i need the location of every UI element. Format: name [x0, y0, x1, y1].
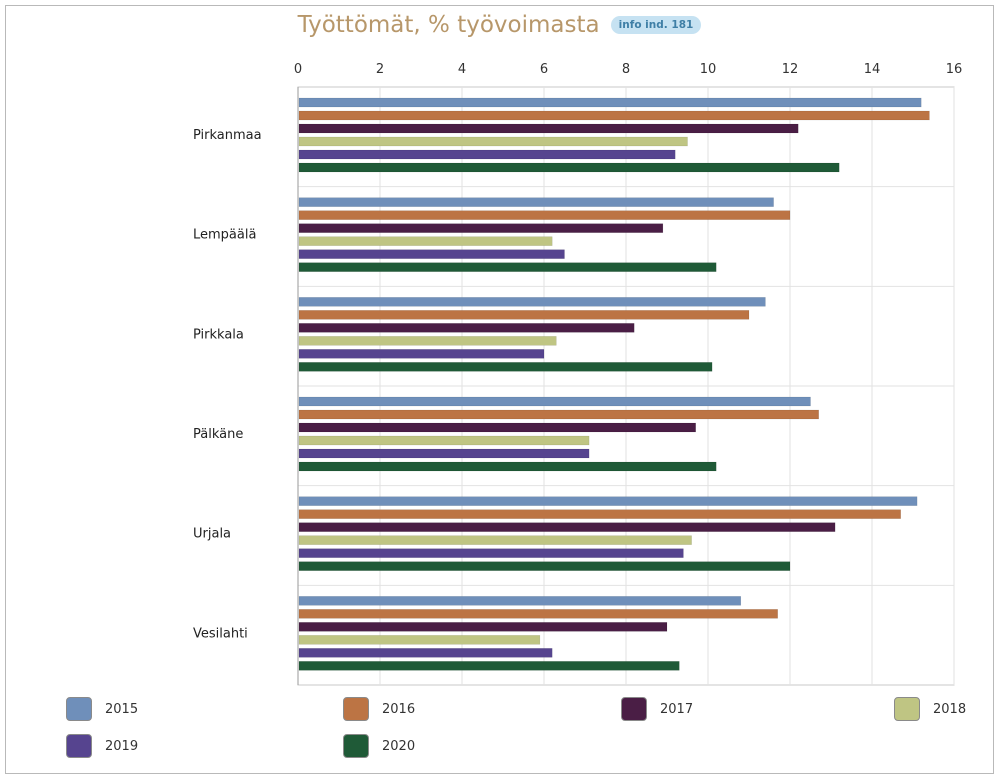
- bar: [298, 323, 635, 333]
- bar: [298, 336, 557, 346]
- category-label: Lempäälä: [193, 228, 256, 243]
- bar: [298, 262, 717, 272]
- info-badge[interactable]: info ind. 181: [610, 16, 702, 34]
- bar: [298, 448, 590, 459]
- category-label: Pirkkala: [193, 327, 244, 342]
- bar: [298, 310, 750, 320]
- legend-label: 2018: [933, 701, 967, 717]
- legend-swatch: [343, 734, 369, 758]
- x-tick-label: 10: [700, 62, 717, 77]
- x-tick-label: 16: [946, 62, 963, 77]
- bar: [298, 661, 680, 671]
- bar: [298, 97, 922, 108]
- bar: [298, 422, 696, 433]
- bar: [298, 435, 590, 446]
- bar: [298, 548, 684, 558]
- bar: [298, 609, 778, 619]
- bar: [298, 123, 799, 134]
- bar: [298, 396, 811, 407]
- bar: [298, 648, 553, 658]
- bar: [298, 110, 930, 121]
- legend-label: 2015: [105, 701, 139, 717]
- legend-item[interactable]: 2019: [66, 734, 138, 758]
- legend-item[interactable]: 2017: [621, 697, 693, 721]
- bar: [298, 622, 668, 632]
- x-tick-label: 14: [864, 62, 881, 77]
- bar: [298, 349, 545, 359]
- bar: [298, 461, 717, 472]
- legend-swatch: [621, 697, 647, 721]
- legend-label: 2019: [105, 738, 139, 754]
- bar: [298, 635, 541, 645]
- bar: [298, 149, 676, 160]
- x-tick-label: 0: [294, 62, 302, 77]
- title-row: Työttömät, % työvoimasta info ind. 181: [0, 12, 999, 38]
- bar: [298, 136, 688, 147]
- bar: [298, 210, 791, 220]
- bar: [298, 496, 918, 506]
- category-label: Vesilahti: [193, 626, 248, 641]
- bar: [298, 223, 664, 233]
- bar: [298, 509, 901, 519]
- x-tick-label: 4: [458, 62, 466, 77]
- bar: [298, 249, 565, 259]
- bar: [298, 297, 766, 307]
- bar: [298, 561, 791, 571]
- legend-item[interactable]: 2016: [343, 697, 415, 721]
- category-label: Pälkäne: [193, 427, 243, 442]
- category-label: Pirkanmaa: [193, 128, 262, 143]
- chart-title: Työttömät, % työvoimasta: [297, 12, 600, 38]
- legend-swatch: [66, 734, 92, 758]
- bar: [298, 362, 713, 372]
- legend-label: 2017: [660, 701, 694, 717]
- legend-item[interactable]: 2018: [894, 697, 966, 721]
- x-tick-label: 2: [376, 62, 384, 77]
- bar: [298, 409, 819, 420]
- bar: [298, 162, 840, 173]
- bar: [298, 236, 553, 246]
- legend-item[interactable]: 2020: [343, 734, 415, 758]
- bar: [298, 197, 774, 207]
- bar: [298, 596, 742, 606]
- x-tick-label: 12: [782, 62, 799, 77]
- bar: [298, 535, 692, 545]
- legend-swatch: [66, 697, 92, 721]
- legend-label: 2020: [382, 738, 416, 754]
- x-tick-label: 8: [622, 62, 630, 77]
- legend-item[interactable]: 2015: [66, 697, 138, 721]
- category-label: Urjala: [193, 527, 231, 542]
- x-tick-label: 6: [540, 62, 548, 77]
- legend-swatch: [343, 697, 369, 721]
- bar: [298, 522, 836, 532]
- legend-swatch: [894, 697, 920, 721]
- legend-label: 2016: [382, 701, 416, 717]
